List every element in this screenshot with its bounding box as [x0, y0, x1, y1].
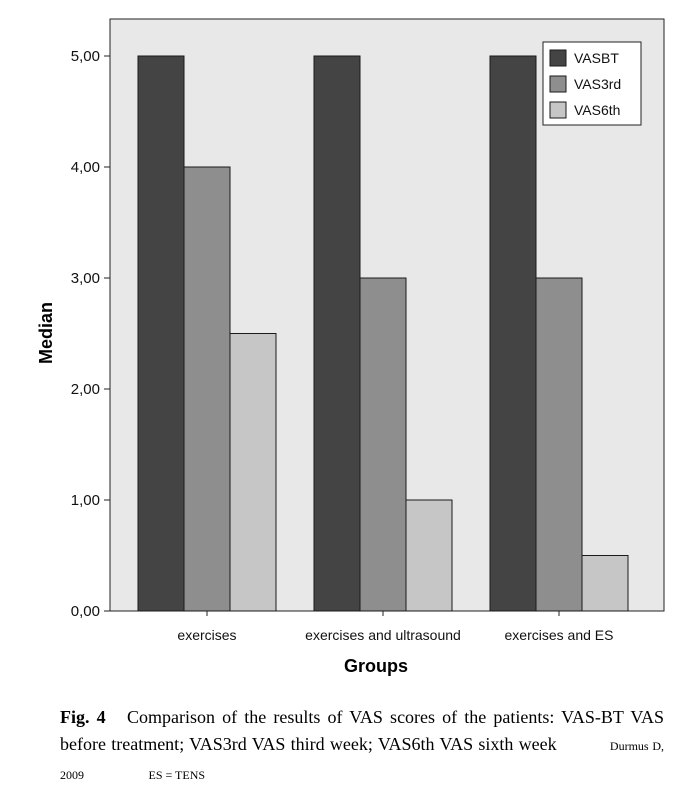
x-category-label: exercises and ES: [505, 627, 614, 643]
legend-label-vas3rd: VAS3rd: [574, 76, 621, 92]
bar-vas6th-1: [229, 333, 277, 612]
bar-vasbt-2: [313, 55, 361, 612]
y-axis-title: Median: [36, 302, 56, 364]
legend-label-vas6th: VAS6th: [574, 102, 620, 118]
x-category-label: exercises and ultrasound: [305, 627, 461, 643]
caption-text: Comparison of the results of VAS scores …: [60, 707, 665, 754]
figure-caption: Fig. 4 Comparison of the results of VAS …: [60, 704, 664, 789]
bars: [137, 55, 629, 612]
bar-vas3rd-3: [535, 277, 583, 612]
legend-swatch-vas3rd: [549, 75, 567, 93]
bar-vasbt-1: [137, 55, 185, 612]
figure-label: Fig. 4: [60, 707, 106, 727]
y-tick-label: 0,00: [71, 603, 100, 620]
legend-label-vasbt: VASBT: [574, 50, 619, 66]
bar-chart: 0,001,002,003,004,005,00 exercises exerci…: [36, 18, 665, 676]
caption-note: ES = TENS: [148, 768, 206, 782]
y-axis: 0,00 1,00 2,00 3,00 4,00 5,00: [71, 48, 110, 620]
y-tick-label: 5,00: [71, 48, 100, 65]
x-category-label: exercises: [177, 627, 236, 643]
bar-vas6th-3: [581, 555, 629, 612]
bar-vas3rd-1: [183, 166, 231, 612]
bar-vasbt-3: [489, 55, 537, 612]
legend-swatch-vas6th: [549, 101, 567, 119]
y-tick-label: 2,00: [71, 381, 100, 398]
bar-vas3rd-2: [359, 277, 407, 612]
caption-source: Durmus D, 2009: [60, 739, 665, 782]
x-axis: exercises exercises and ultrasound exercis…: [177, 611, 613, 643]
y-tick-label: 4,00: [71, 159, 100, 176]
legend-swatch-vasbt: [549, 49, 567, 67]
y-tick-label: 3,00: [71, 270, 100, 287]
bar-vas6th-2: [405, 499, 453, 612]
x-axis-title: Groups: [344, 656, 408, 676]
legend: VASBT VAS3rd VAS6th: [542, 41, 642, 126]
y-tick-label: 1,00: [71, 492, 100, 509]
